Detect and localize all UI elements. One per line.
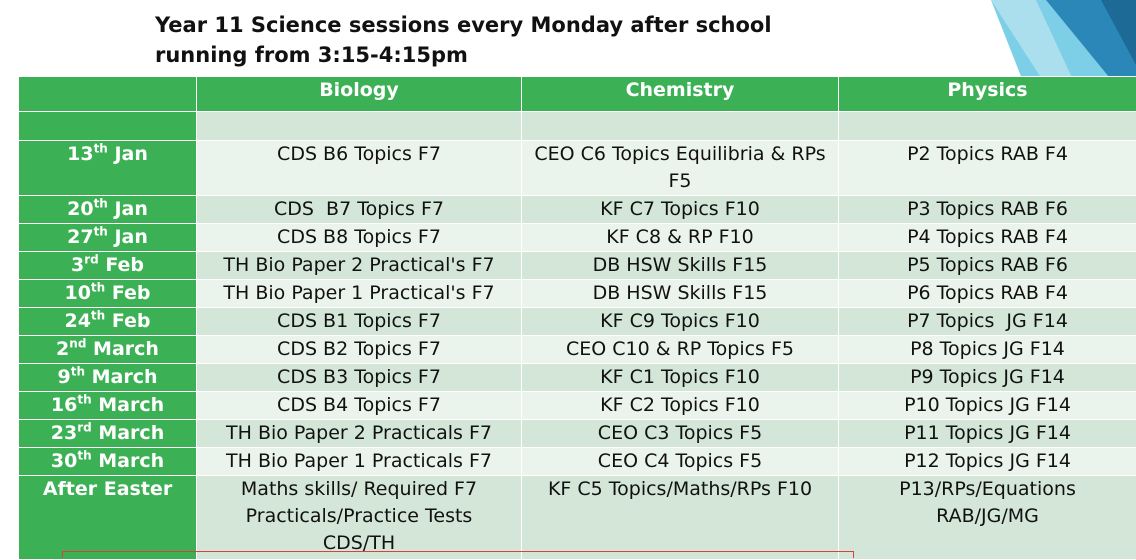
physics-cell: P6 Topics RAB F4 (839, 280, 1136, 308)
red-outline-box (62, 551, 854, 558)
chemistry-cell: CEO C10 & RP Topics F5 (522, 336, 839, 364)
date-cell: 30th March (19, 448, 197, 476)
date-cell: 10th Feb (19, 280, 197, 308)
chemistry-cell: KF C5 Topics/Maths/RPs F10 (522, 476, 839, 560)
physics-cell: P12 Topics JG F14 (839, 448, 1136, 476)
table-row: 27th Jan CDS B8 Topics F7 KF C8 & RP F10… (19, 224, 1136, 252)
chemistry-cell: DB HSW Skills F15 (522, 252, 839, 280)
chemistry-cell: CEO C6 Topics Equilibria & RPs F5 (522, 141, 839, 196)
table-header-row: Biology Chemistry Physics (19, 77, 1136, 112)
date-cell: 2nd March (19, 336, 197, 364)
header-date (19, 77, 197, 112)
header-chemistry: Chemistry (522, 77, 839, 112)
table-row: 30th March TH Bio Paper 1 Practicals F7 … (19, 448, 1136, 476)
header-biology: Biology (197, 77, 522, 112)
physics-cell: P2 Topics RAB F4 (839, 141, 1136, 196)
date-cell: After Easter (19, 476, 197, 560)
biology-cell: CDS B3 Topics F7 (197, 364, 522, 392)
biology-cell: TH Bio Paper 2 Practical's F7 (197, 252, 522, 280)
spacer-cell (839, 112, 1136, 141)
table-row: After Easter Maths skills/ Required F7 P… (19, 476, 1136, 560)
page-title: Year 11 Science sessions every Monday af… (155, 10, 772, 70)
biology-cell: CDS B4 Topics F7 (197, 392, 522, 420)
table-row: 23rd March TH Bio Paper 2 Practicals F7 … (19, 420, 1136, 448)
title-line-1: Year 11 Science sessions every Monday af… (155, 10, 772, 40)
physics-cell: P13/RPs/Equations RAB/JG/MG (839, 476, 1136, 560)
chemistry-cell: KF C2 Topics F10 (522, 392, 839, 420)
physics-cell: P4 Topics RAB F4 (839, 224, 1136, 252)
biology-cell: CDS B7 Topics F7 (197, 196, 522, 224)
physics-cell: P3 Topics RAB F6 (839, 196, 1136, 224)
physics-cell: P10 Topics JG F14 (839, 392, 1136, 420)
spacer-cell (19, 112, 197, 141)
date-cell: 27th Jan (19, 224, 197, 252)
biology-cell: CDS B6 Topics F7 (197, 141, 522, 196)
biology-cell: CDS B1 Topics F7 (197, 308, 522, 336)
chemistry-cell: KF C1 Topics F10 (522, 364, 839, 392)
chemistry-cell: CEO C3 Topics F5 (522, 420, 839, 448)
biology-cell: TH Bio Paper 1 Practical's F7 (197, 280, 522, 308)
date-cell: 20th Jan (19, 196, 197, 224)
chemistry-cell: KF C8 & RP F10 (522, 224, 839, 252)
biology-cell: TH Bio Paper 1 Practicals F7 (197, 448, 522, 476)
physics-cell: P9 Topics JG F14 (839, 364, 1136, 392)
physics-cell: P8 Topics JG F14 (839, 336, 1136, 364)
table-row: 13th Jan CDS B6 Topics F7 CEO C6 Topics … (19, 141, 1136, 196)
physics-cell: P5 Topics RAB F6 (839, 252, 1136, 280)
biology-cell: Maths skills/ Required F7 Practicals/Pra… (197, 476, 522, 560)
table-row: 16th March CDS B4 Topics F7 KF C2 Topics… (19, 392, 1136, 420)
date-cell: 13th Jan (19, 141, 197, 196)
date-cell: 24th Feb (19, 308, 197, 336)
physics-cell: P11 Topics JG F14 (839, 420, 1136, 448)
date-cell: 9th March (19, 364, 197, 392)
spacer-cell (197, 112, 522, 141)
table-row: 10th Feb TH Bio Paper 1 Practical's F7 D… (19, 280, 1136, 308)
chemistry-cell: CEO C4 Topics F5 (522, 448, 839, 476)
table-row: 2nd March CDS B2 Topics F7 CEO C10 & RP … (19, 336, 1136, 364)
title-line-2: running from 3:15-4:15pm (155, 40, 772, 70)
date-cell: 23rd March (19, 420, 197, 448)
date-cell: 3rd Feb (19, 252, 197, 280)
chemistry-cell: DB HSW Skills F15 (522, 280, 839, 308)
physics-cell: P7 Topics JG F14 (839, 308, 1136, 336)
table-row: 9th March CDS B3 Topics F7 KF C1 Topics … (19, 364, 1136, 392)
table-row: 24th Feb CDS B1 Topics F7 KF C9 Topics F… (19, 308, 1136, 336)
table-row: 3rd Feb TH Bio Paper 2 Practical's F7 DB… (19, 252, 1136, 280)
chemistry-cell: KF C9 Topics F10 (522, 308, 839, 336)
biology-cell: TH Bio Paper 2 Practicals F7 (197, 420, 522, 448)
biology-cell: CDS B2 Topics F7 (197, 336, 522, 364)
chemistry-cell: KF C7 Topics F10 (522, 196, 839, 224)
header-physics: Physics (839, 77, 1136, 112)
spacer-row (19, 112, 1136, 141)
date-cell: 16th March (19, 392, 197, 420)
spacer-cell (522, 112, 839, 141)
table-row: 20th Jan CDS B7 Topics F7 KF C7 Topics F… (19, 196, 1136, 224)
biology-cell: CDS B8 Topics F7 (197, 224, 522, 252)
schedule-table: Biology Chemistry Physics 13th Jan CDS B… (18, 76, 1136, 560)
